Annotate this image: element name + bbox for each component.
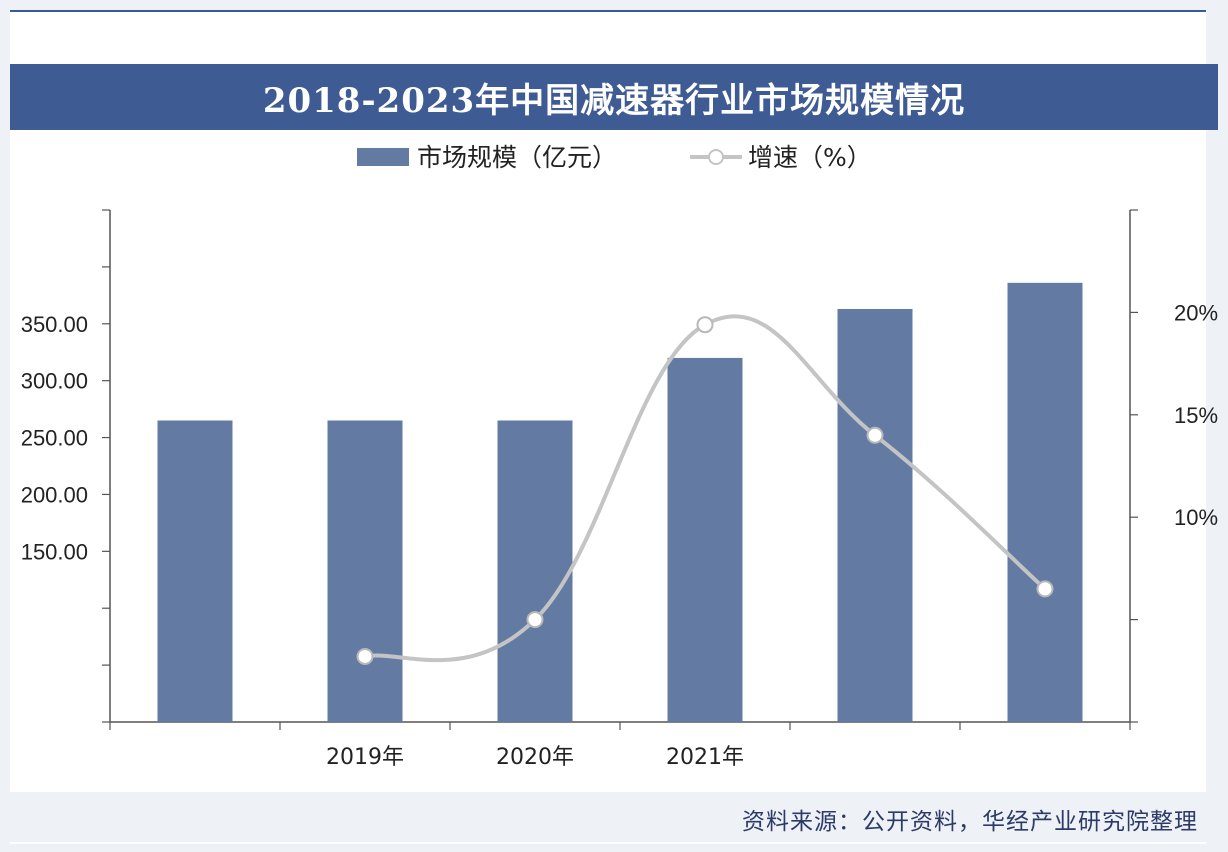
growth-point-2023年: [1036, 580, 1054, 598]
bars: [157, 282, 1083, 722]
growth-point-2022年: [866, 426, 884, 444]
legend-bar-label: 市场规模（亿元）: [417, 143, 617, 172]
bar-2021年: [667, 357, 743, 722]
x-axis-labels: 2019年 2020年 2021年: [326, 745, 744, 770]
bar-2020年: [497, 420, 573, 722]
chart-title: 2018-2023年中国减速器行业市场规模情况: [262, 80, 966, 121]
right-tick-label: 15%: [1174, 403, 1218, 428]
bar-2022年: [837, 308, 913, 722]
growth-point-2021年: [696, 316, 714, 334]
left-tick-label: 150.00: [21, 539, 88, 564]
left-axis-ticks: 150.00 200.00 250.00 300.00 350.00: [21, 209, 110, 723]
legend-line-label: 增速（%）: [748, 143, 872, 172]
growth-point-2020年: [526, 611, 544, 629]
bar-2023年: [1007, 282, 1083, 722]
legend: 市场规模（亿元） 增速（%）: [357, 143, 872, 172]
bar-2019年: [327, 420, 403, 722]
right-tick-label: 20%: [1174, 300, 1218, 325]
legend-bar-swatch: [357, 148, 409, 166]
x-label-2019年: 2019年: [326, 745, 404, 770]
axes: [109, 210, 1131, 730]
right-tick-label: 10%: [1174, 505, 1218, 530]
bar-2018年: [157, 420, 233, 722]
left-tick-label: 350.00: [21, 312, 88, 337]
legend-line-marker: [708, 149, 724, 165]
footer-band: [10, 792, 1218, 842]
growth-point-2019年: [356, 647, 374, 665]
left-tick-label: 200.00: [21, 482, 88, 507]
right-axis-ticks: 10% 15% 20%: [1130, 209, 1218, 723]
left-tick-label: 250.00: [21, 426, 88, 451]
growth-line: [356, 314, 1054, 665]
source-note: 资料来源：公开资料，华经产业研究院整理: [742, 809, 1198, 835]
x-label-2020年: 2020年: [496, 745, 574, 770]
x-label-2021年: 2021年: [666, 745, 744, 770]
left-tick-label: 300.00: [21, 369, 88, 394]
title-bar: 2018-2023年中国减速器行业市场规模情况: [10, 64, 1218, 130]
